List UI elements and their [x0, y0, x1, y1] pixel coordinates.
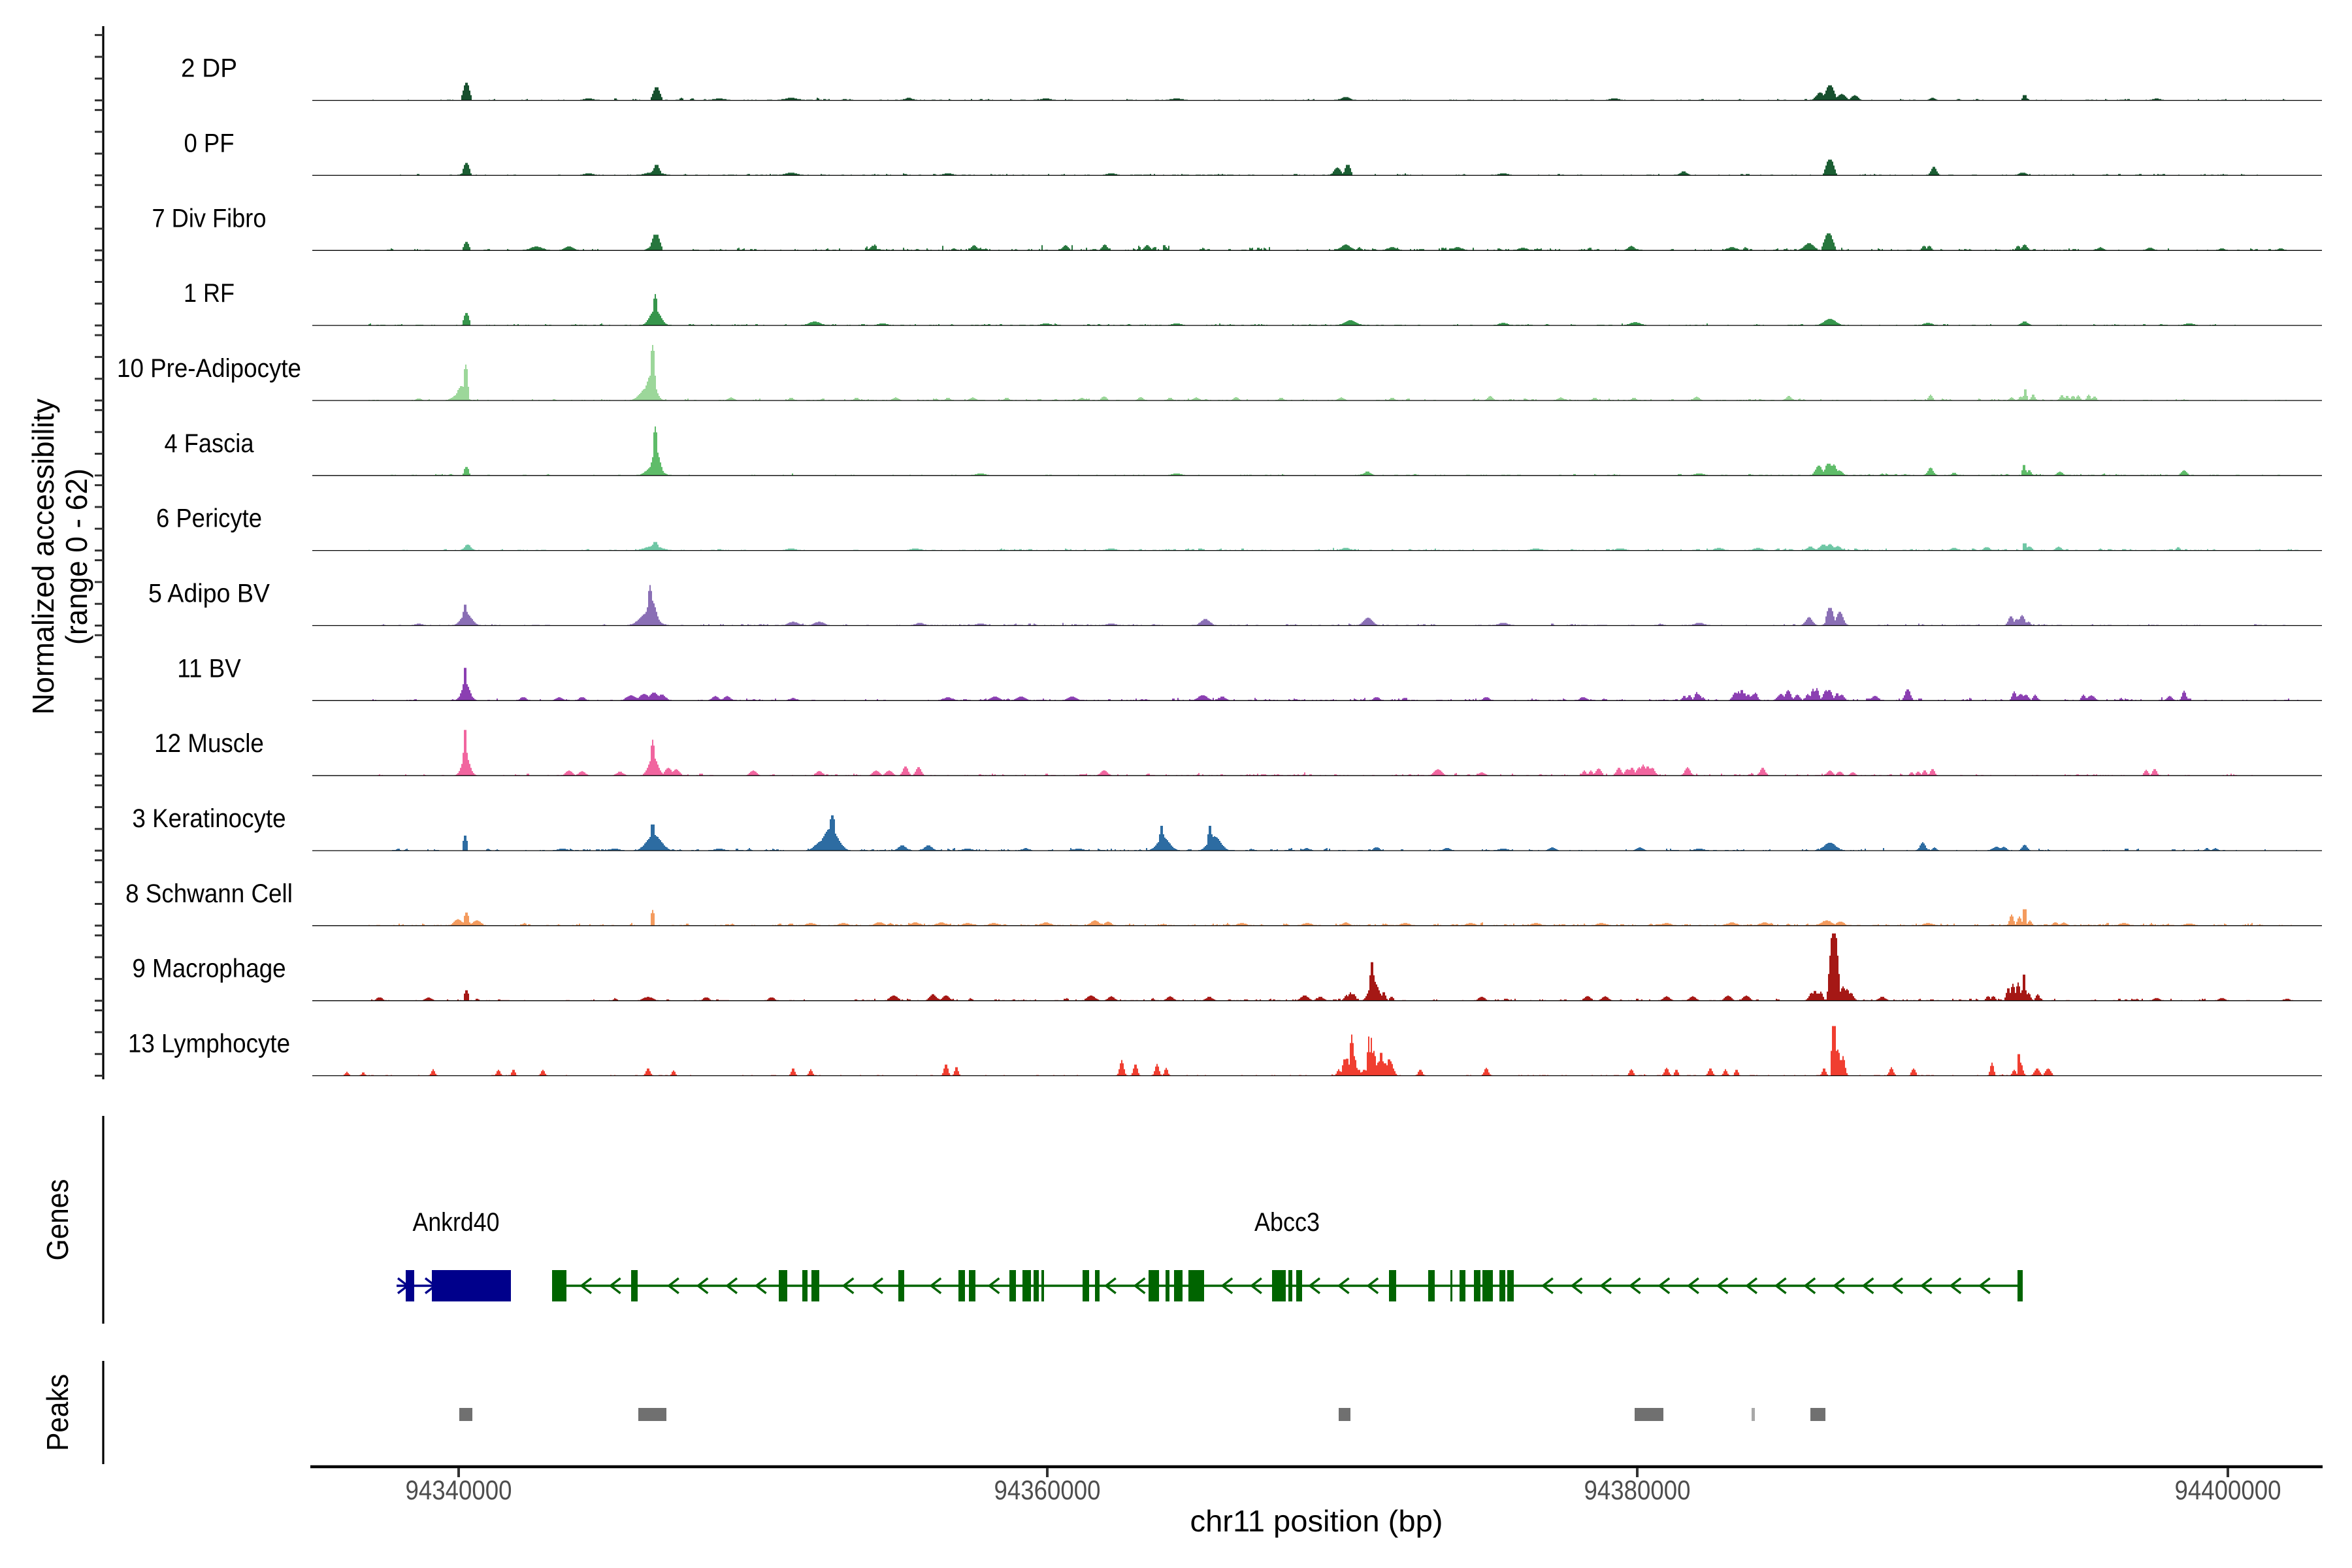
svg-text:94340000: 94340000: [406, 1475, 512, 1505]
svg-text:94400000: 94400000: [2175, 1475, 2281, 1505]
svg-text:Abcc3: Abcc3: [1254, 1208, 1320, 1237]
svg-text:5 Adipo BV: 5 Adipo BV: [148, 580, 270, 608]
svg-text:7 Div Fibro: 7 Div Fibro: [152, 204, 267, 233]
svg-text:(range 0 - 62): (range 0 - 62): [59, 468, 93, 645]
svg-text:Normalized accessibility: Normalized accessibility: [26, 399, 60, 715]
svg-text:94380000: 94380000: [1584, 1475, 1691, 1505]
svg-text:8 Schwann Cell: 8 Schwann Cell: [125, 879, 293, 908]
svg-text:Genes: Genes: [41, 1179, 74, 1261]
svg-text:0 PF: 0 PF: [184, 129, 235, 157]
svg-text:1 RF: 1 RF: [184, 279, 235, 308]
svg-text:2 DP: 2 DP: [181, 54, 237, 83]
svg-text:13 Lymphocyte: 13 Lymphocyte: [128, 1030, 290, 1058]
svg-text:Peaks: Peaks: [41, 1374, 74, 1451]
svg-text:6 Pericyte: 6 Pericyte: [156, 504, 262, 533]
svg-text:4 Fascia: 4 Fascia: [165, 429, 255, 458]
svg-text:94360000: 94360000: [994, 1475, 1101, 1505]
svg-text:9 Macrophage: 9 Macrophage: [132, 955, 286, 983]
svg-text:12 Muscle: 12 Muscle: [154, 729, 264, 758]
svg-text:3 Keratinocyte: 3 Keratinocyte: [132, 804, 286, 833]
svg-text:10 Pre-Adipocyte: 10 Pre-Adipocyte: [117, 354, 301, 383]
svg-text:Ankrd40: Ankrd40: [413, 1208, 500, 1237]
svg-text:11 BV: 11 BV: [177, 654, 241, 683]
svg-text:chr11 position (bp): chr11 position (bp): [1190, 1504, 1443, 1538]
